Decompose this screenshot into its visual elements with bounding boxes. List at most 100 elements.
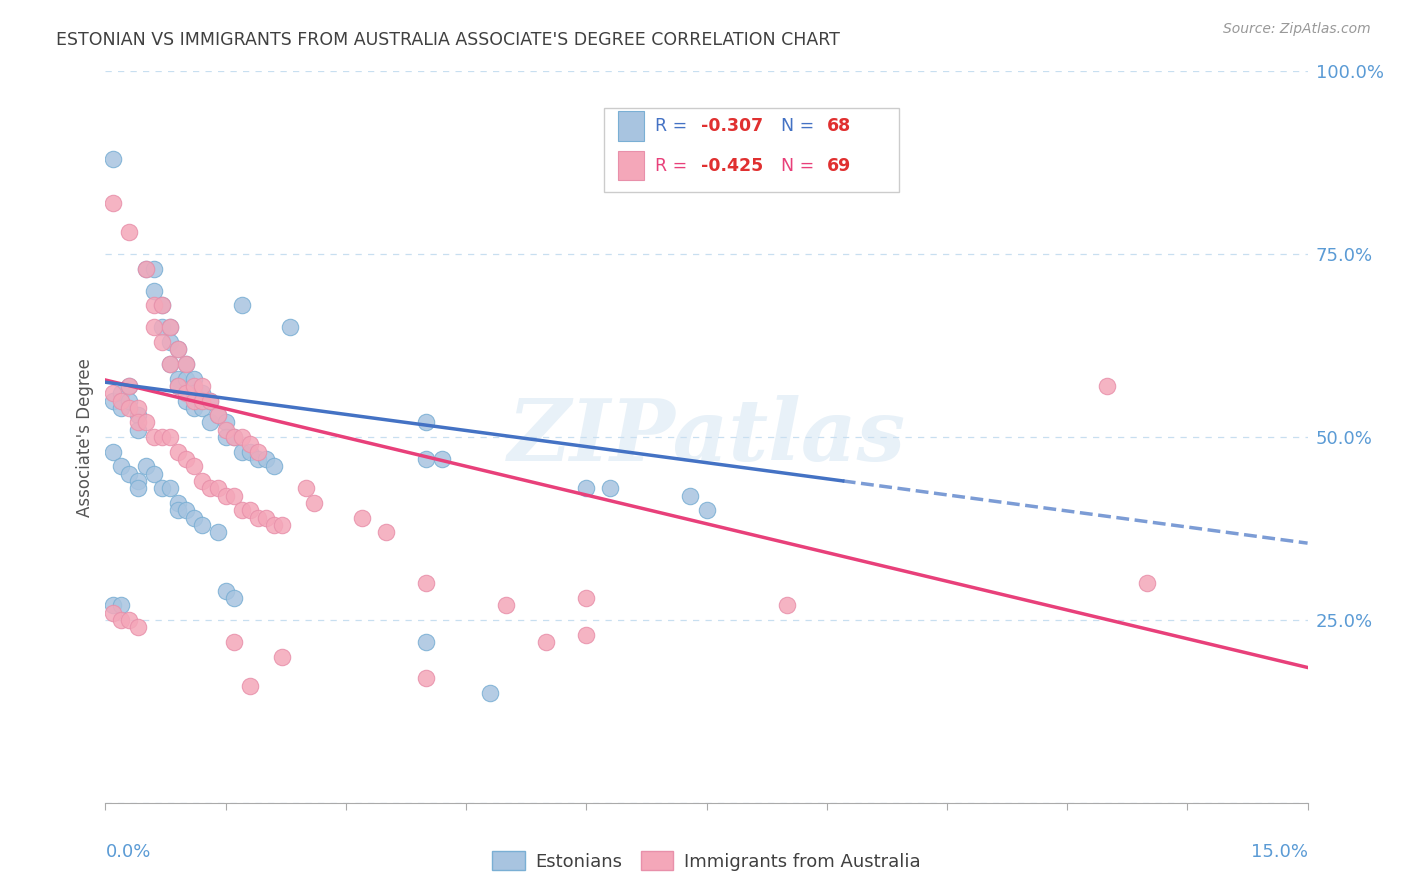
FancyBboxPatch shape (617, 151, 644, 180)
Point (776, 599, 799, 613)
Point (198, 481, 221, 495)
Point (159, 334, 181, 349)
Point (166, 343, 188, 357)
Point (415, 576, 437, 591)
Point (214, 430, 236, 444)
FancyBboxPatch shape (617, 112, 644, 141)
Point (118, 379, 141, 393)
Point (599, 481, 621, 495)
Point (135, 261, 157, 276)
Point (183, 510, 205, 524)
Point (166, 503, 188, 517)
Point (696, 503, 718, 517)
Point (166, 371, 188, 385)
Point (166, 343, 188, 357)
Point (127, 423, 149, 437)
Point (374, 525, 398, 540)
Point (1097, 379, 1119, 393)
Point (183, 371, 205, 385)
Point (142, 320, 165, 334)
Point (183, 379, 205, 393)
Point (103, 152, 125, 166)
Point (159, 357, 181, 371)
Point (254, 510, 277, 524)
Point (142, 430, 165, 444)
Point (214, 583, 236, 598)
Text: -0.425: -0.425 (700, 156, 762, 175)
Point (190, 517, 212, 532)
Text: N =: N = (782, 156, 820, 175)
Point (270, 649, 292, 664)
Point (183, 401, 205, 415)
Point (166, 379, 188, 393)
Point (135, 261, 157, 276)
Point (166, 444, 188, 458)
Text: 69: 69 (827, 156, 851, 175)
Point (183, 386, 205, 401)
Point (150, 298, 173, 312)
Point (246, 510, 269, 524)
Point (127, 401, 149, 415)
Point (415, 416, 437, 430)
Point (190, 393, 212, 408)
Point (415, 635, 437, 649)
Point (110, 386, 132, 401)
Point (239, 437, 262, 451)
Point (239, 679, 262, 693)
Point (174, 393, 197, 408)
Point (118, 401, 141, 415)
Point (295, 481, 318, 495)
Text: Source: ZipAtlas.com: Source: ZipAtlas.com (1223, 22, 1371, 37)
Point (575, 481, 598, 495)
FancyBboxPatch shape (605, 108, 898, 192)
Text: -0.307: -0.307 (700, 117, 762, 135)
Point (159, 320, 181, 334)
Point (207, 525, 229, 540)
Text: ESTONIAN VS IMMIGRANTS FROM AUSTRALIA ASSOCIATE'S DEGREE CORRELATION CHART: ESTONIAN VS IMMIGRANTS FROM AUSTRALIA AS… (56, 31, 841, 49)
Point (415, 452, 437, 467)
Text: 15.0%: 15.0% (1250, 843, 1308, 861)
Point (479, 686, 502, 700)
Point (263, 517, 285, 532)
Text: ZIPatlas: ZIPatlas (508, 395, 905, 479)
Point (350, 510, 373, 524)
Point (103, 606, 125, 620)
Point (495, 599, 517, 613)
Point (231, 444, 253, 458)
Point (174, 357, 197, 371)
Point (190, 401, 212, 415)
Point (118, 225, 141, 239)
Point (575, 627, 598, 641)
Point (270, 517, 292, 532)
Point (174, 503, 197, 517)
Text: N =: N = (782, 117, 820, 135)
Point (239, 503, 262, 517)
Point (110, 613, 132, 627)
Point (278, 320, 301, 334)
Point (222, 591, 245, 605)
Point (239, 444, 262, 458)
Point (166, 379, 188, 393)
Point (118, 467, 141, 481)
Point (150, 334, 173, 349)
Point (135, 459, 157, 474)
Point (174, 452, 197, 467)
Point (150, 430, 173, 444)
Point (159, 320, 181, 334)
Point (190, 379, 212, 393)
Point (246, 444, 269, 458)
Point (110, 401, 132, 415)
Point (222, 489, 245, 503)
Point (159, 430, 181, 444)
Point (207, 408, 229, 422)
Point (183, 393, 205, 408)
Point (231, 430, 253, 444)
Point (103, 393, 125, 408)
Point (190, 386, 212, 401)
Point (254, 452, 277, 467)
Point (110, 599, 132, 613)
Point (246, 452, 269, 467)
Point (198, 416, 221, 430)
Point (103, 444, 125, 458)
Point (575, 591, 598, 605)
